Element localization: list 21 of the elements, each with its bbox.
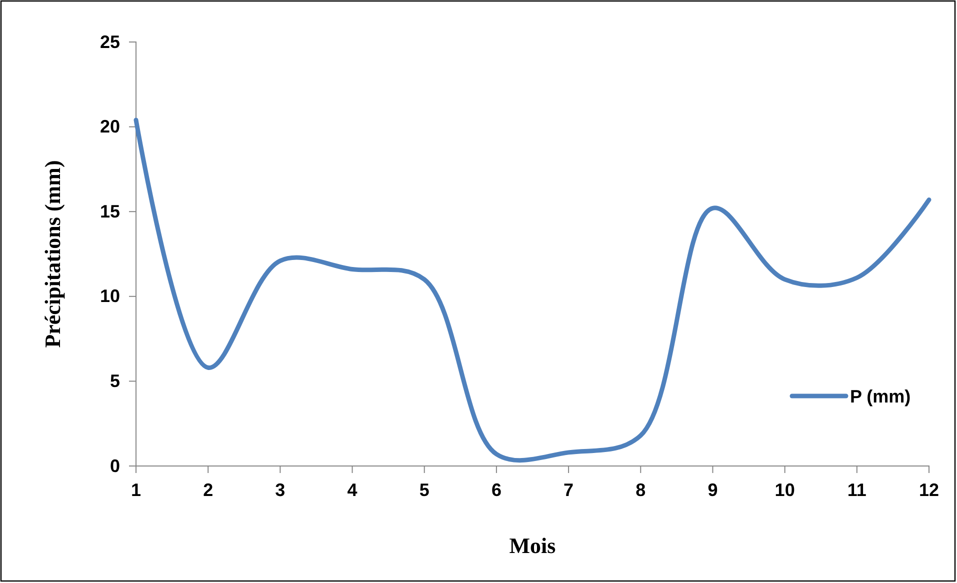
y-axis-title: Précipitations (mm) — [40, 160, 65, 348]
y-tick-label: 15 — [100, 201, 120, 222]
y-tick-label: 25 — [100, 32, 120, 52]
x-tick-label: 5 — [419, 480, 430, 500]
x-tick-label: 6 — [491, 480, 502, 500]
legend-label: P (mm) — [850, 386, 911, 406]
y-tick-label: 10 — [100, 286, 120, 306]
x-tick-label: 3 — [275, 480, 286, 500]
x-axis-title: Mois — [509, 533, 556, 558]
x-tick-label: 2 — [203, 480, 214, 500]
x-tick-label: 8 — [636, 480, 646, 500]
x-tick-label: 7 — [564, 480, 574, 500]
y-tick-label: 5 — [110, 370, 120, 391]
x-tick-label: 10 — [774, 480, 795, 500]
x-tick-label: 4 — [347, 480, 358, 500]
x-tick-label: 11 — [847, 480, 866, 500]
x-tick-label: 9 — [708, 480, 718, 500]
x-tick-label: 1 — [130, 480, 142, 500]
y-tick-label: 0 — [110, 456, 120, 476]
x-tick-label: 12 — [918, 480, 940, 500]
y-tick-label: 20 — [100, 116, 120, 137]
